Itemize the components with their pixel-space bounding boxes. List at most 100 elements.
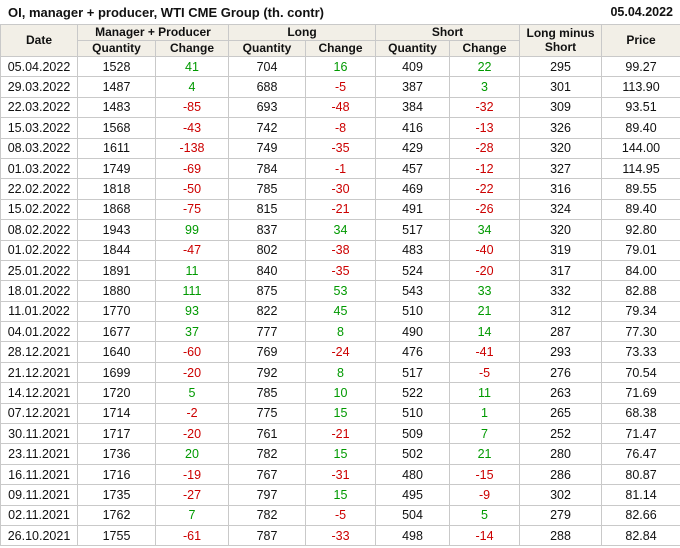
report-date: 05.04.2022 — [610, 5, 673, 19]
short-change-cell: 34 — [449, 219, 521, 241]
long-minus-short-cell: 293 — [519, 341, 603, 363]
date-cell: 09.11.2021 — [0, 484, 78, 506]
oi-data-table: Date Manager + Producer Long Short Long … — [0, 24, 680, 547]
long-minus-short-cell: 263 — [519, 382, 603, 404]
table-row: 22.03.2022 1483 -85 693 -48 384 -32 309 93.51 — [0, 96, 680, 119]
mp-change-cell: -20 — [155, 361, 229, 384]
long-quantity-cell: 792 — [228, 361, 306, 384]
short-quantity-cell: 457 — [375, 157, 451, 180]
long-change-cell: -8 — [304, 117, 377, 139]
table-row: 25.01.2022 1891 11 840 -35 524 -20 317 84.00 — [0, 259, 680, 282]
long-quantity-cell: 787 — [228, 524, 306, 547]
short-change-cell: 7 — [449, 423, 521, 445]
header-short-quantity: Quantity — [375, 40, 451, 57]
header-manager-producer: Manager + Producer — [77, 24, 229, 41]
price-cell: 73.33 — [601, 341, 680, 363]
table-row: 21.12.2021 1699 -20 792 8 517 -5 276 70.54 — [0, 361, 680, 384]
long-quantity-cell: 742 — [228, 117, 306, 139]
price-cell: 114.95 — [601, 157, 680, 180]
price-cell: 99.27 — [601, 55, 680, 78]
long-minus-short-cell: 288 — [519, 524, 603, 547]
short-change-cell: 33 — [449, 280, 521, 302]
long-quantity-cell: 875 — [228, 280, 306, 302]
mp-change-cell: 20 — [155, 443, 229, 465]
date-cell: 30.11.2021 — [0, 423, 78, 445]
long-quantity-cell: 749 — [228, 137, 306, 159]
table-row: 15.02.2022 1868 -75 815 -21 491 -26 324 89.40 — [0, 198, 680, 221]
short-quantity-cell: 504 — [375, 504, 451, 526]
price-cell: 80.87 — [601, 463, 680, 486]
short-quantity-cell: 517 — [375, 219, 451, 241]
long-change-cell: -38 — [304, 239, 377, 261]
long-minus-short-cell: 324 — [519, 198, 603, 221]
mp-quantity-cell: 1483 — [77, 96, 156, 119]
short-quantity-cell: 409 — [375, 55, 451, 78]
price-cell: 92.80 — [601, 219, 680, 241]
mp-change-cell: 5 — [155, 382, 229, 404]
long-minus-short-cell: 320 — [519, 137, 603, 159]
table-row: 29.03.2022 1487 4 688 -5 387 3 301 113.90 — [0, 76, 680, 98]
long-change-cell: -21 — [304, 423, 377, 445]
mp-quantity-cell: 1720 — [77, 382, 156, 404]
price-cell: 82.84 — [601, 524, 680, 547]
date-cell: 25.01.2022 — [0, 259, 78, 282]
mp-quantity-cell: 1749 — [77, 157, 156, 180]
long-minus-short-cell: 317 — [519, 259, 603, 282]
short-change-cell: 21 — [449, 300, 521, 323]
price-cell: 70.54 — [601, 361, 680, 384]
long-minus-short-cell: 309 — [519, 96, 603, 119]
table-row: 11.01.2022 1770 93 822 45 510 21 312 79.34 — [0, 300, 680, 323]
mp-quantity-cell: 1487 — [77, 76, 156, 98]
date-cell: 26.10.2021 — [0, 524, 78, 547]
long-minus-short-cell: 320 — [519, 219, 603, 241]
price-cell: 81.14 — [601, 484, 680, 506]
mp-quantity-cell: 1755 — [77, 524, 156, 547]
long-minus-short-cell: 319 — [519, 239, 603, 261]
header-long-quantity: Quantity — [228, 40, 306, 57]
price-cell: 79.01 — [601, 239, 680, 261]
header-date: Date — [0, 24, 78, 57]
long-quantity-cell: 815 — [228, 198, 306, 221]
long-minus-short-cell: 327 — [519, 157, 603, 180]
mp-change-cell: 4 — [155, 76, 229, 98]
table-row: 30.11.2021 1717 -20 761 -21 509 7 252 71.47 — [0, 423, 680, 445]
mp-change-cell: 11 — [155, 259, 229, 282]
date-cell: 04.01.2022 — [0, 321, 78, 343]
header-long-change: Change — [304, 40, 377, 57]
short-quantity-cell: 524 — [375, 259, 451, 282]
table-row: 01.03.2022 1749 -69 784 -1 457 -12 327 114.95 — [0, 157, 680, 180]
short-change-cell: -22 — [449, 178, 521, 200]
date-cell: 02.11.2021 — [0, 504, 78, 526]
long-minus-short-cell: 295 — [519, 55, 603, 78]
short-change-cell: -28 — [449, 137, 521, 159]
price-cell: 71.69 — [601, 382, 680, 404]
table-row: 05.04.2022 1528 41 704 16 409 22 295 99.27 — [0, 55, 680, 78]
long-minus-short-cell: 252 — [519, 423, 603, 445]
short-quantity-cell: 384 — [375, 96, 451, 119]
long-minus-short-cell: 302 — [519, 484, 603, 506]
date-cell: 08.03.2022 — [0, 137, 78, 159]
price-cell: 89.40 — [601, 117, 680, 139]
short-change-cell: -15 — [449, 463, 521, 486]
long-quantity-cell: 769 — [228, 341, 306, 363]
long-quantity-cell: 782 — [228, 504, 306, 526]
long-change-cell: -24 — [304, 341, 377, 363]
short-change-cell: 22 — [449, 55, 521, 78]
short-quantity-cell: 387 — [375, 76, 451, 98]
date-cell: 01.03.2022 — [0, 157, 78, 180]
long-change-cell: -35 — [304, 137, 377, 159]
mp-quantity-cell: 1640 — [77, 341, 156, 363]
long-change-cell: 34 — [304, 219, 377, 241]
short-change-cell: -41 — [449, 341, 521, 363]
short-change-cell: -12 — [449, 157, 521, 180]
long-minus-short-cell: 286 — [519, 463, 603, 486]
date-cell: 01.02.2022 — [0, 239, 78, 261]
mp-change-cell: -27 — [155, 484, 229, 506]
date-cell: 22.02.2022 — [0, 178, 78, 200]
mp-change-cell: -19 — [155, 463, 229, 486]
long-change-cell: 10 — [304, 382, 377, 404]
table-row: 09.11.2021 1735 -27 797 15 495 -9 302 81.14 — [0, 484, 680, 506]
long-quantity-cell: 777 — [228, 321, 306, 343]
short-quantity-cell: 476 — [375, 341, 451, 363]
